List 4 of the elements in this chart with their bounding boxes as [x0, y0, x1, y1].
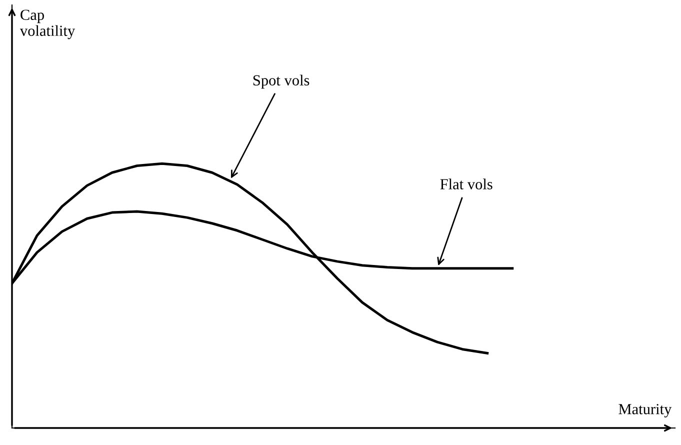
- text: Cap volatility: [20, 10, 76, 40]
- text: Spot vols: [253, 74, 310, 89]
- text: Maturity: [618, 404, 672, 418]
- text: Flat vols: [440, 178, 492, 190]
